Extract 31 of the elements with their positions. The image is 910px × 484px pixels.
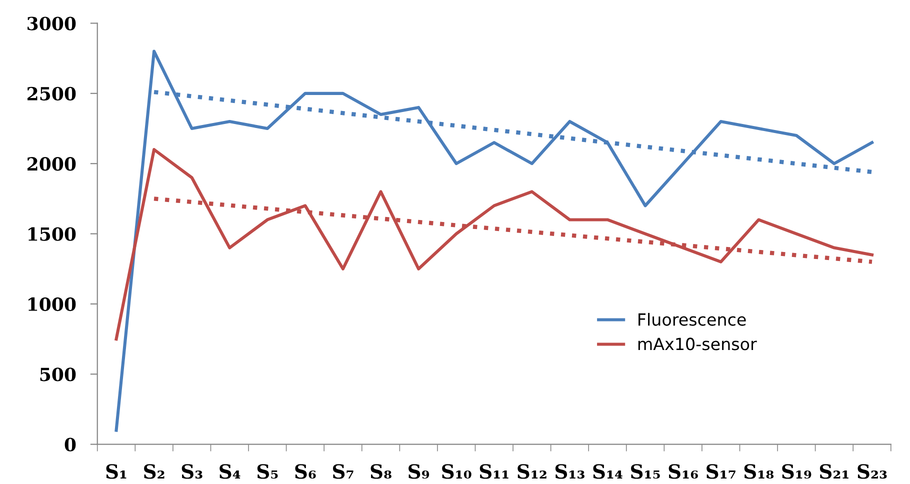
x-tick-label: S₂₁ (820, 464, 848, 479)
legend-label: mAx10-sensor (638, 338, 757, 350)
x-tick-label: S₁₁ (480, 464, 508, 479)
x-tick-label: S₁₃ (555, 464, 584, 479)
x-tick-label: S₂ (144, 464, 164, 479)
x-tick-label: S₈ (370, 464, 392, 479)
x-tick-label: S₁₉ (782, 464, 812, 479)
x-tick-label: S₇ (332, 464, 354, 479)
y-tick-label: 2500 (27, 86, 76, 101)
legend-label: Fluorescence (638, 312, 746, 326)
x-tick-label: S₅ (257, 464, 278, 479)
x-tick-label: S₁₂ (518, 464, 546, 479)
line-series (114, 50, 874, 432)
y-tick-label: 3000 (28, 16, 76, 30)
x-tick-label: S₁₄ (593, 464, 622, 479)
y-tick-label: 1000 (28, 297, 76, 312)
y-tick-label: 0 (64, 438, 76, 452)
x-tick-label: S₉ (408, 464, 430, 479)
x-tick-label: S₃ (182, 464, 202, 479)
x-tick-label: S₁₀ (442, 464, 472, 479)
y-tick-label: 1500 (28, 227, 76, 241)
x-tick-label: S₂₃ (858, 464, 887, 479)
x-tick-label: S₁₈ (744, 464, 774, 479)
x-tick-label: S₄ (220, 464, 240, 479)
x-tick-label: S₆ (295, 464, 316, 479)
x-tick-label: S₁₇ (706, 464, 736, 479)
y-tick-label: 500 (40, 368, 76, 382)
x-tick-label: S₁₅ (631, 464, 660, 479)
y-tick-label: 2000 (27, 157, 76, 171)
x-tick-label: S₁ (106, 464, 126, 479)
x-tick-label: S₁₆ (668, 464, 698, 479)
